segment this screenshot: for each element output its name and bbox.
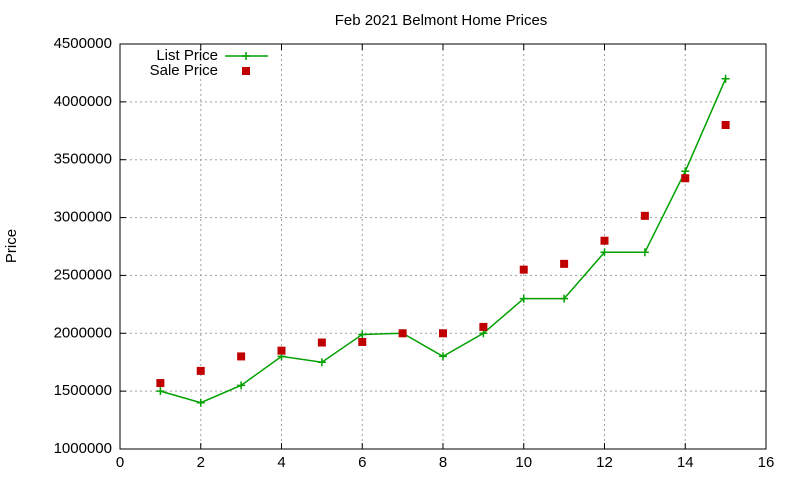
data-point [237,381,246,390]
data-point [317,358,326,367]
legend-marker [242,52,250,60]
x-tick-label: 6 [358,454,366,471]
x-tick-label: 8 [439,454,447,471]
data-point [196,366,205,375]
y-tick-label: 3500000 [54,151,112,168]
y-tick-label: 3000000 [54,209,112,226]
data-point [519,294,528,303]
plot-frame [119,43,767,450]
y-tick-label: 4500000 [54,35,112,52]
y-tick-label: 1500000 [54,382,112,399]
data-point [600,248,609,257]
data-point [317,338,326,347]
y-tick-label: 1000000 [54,440,112,457]
y-tick-label: 4000000 [54,93,112,110]
data-point [358,337,367,346]
chart-title: Feb 2021 Belmont Home Prices [335,12,548,29]
data-point [640,248,649,257]
x-tick-label: 16 [758,454,775,471]
legend-marker [242,67,250,75]
data-point [600,236,609,245]
data-point [398,329,407,338]
data-point [560,294,569,303]
x-tick-label: 12 [596,454,613,471]
data-point [721,74,730,83]
x-tick-label: 0 [116,454,124,471]
data-point [156,379,165,388]
data-point [640,211,649,220]
data-point [721,121,730,129]
data-point [156,387,165,396]
x-tick-label: 10 [515,454,532,471]
data-point [439,352,447,361]
x-tick-label: 2 [197,454,205,471]
data-point [196,398,205,407]
data-point [358,330,367,339]
y-tick-label: 2500000 [54,266,112,283]
data-point [479,322,488,331]
y-axis-label: Price [3,229,20,263]
x-tick-label: 4 [277,454,285,471]
data-point [277,346,286,355]
legend-label: List Price [156,47,218,64]
data-point [681,174,690,183]
data-point [439,329,447,338]
legend-label: Sale Price [150,62,218,79]
data-point [560,259,569,268]
data-point [681,167,690,176]
x-tick-label: 14 [677,454,694,471]
data-point [519,265,528,274]
data-point [237,352,246,361]
y-tick-label: 2000000 [54,324,112,341]
